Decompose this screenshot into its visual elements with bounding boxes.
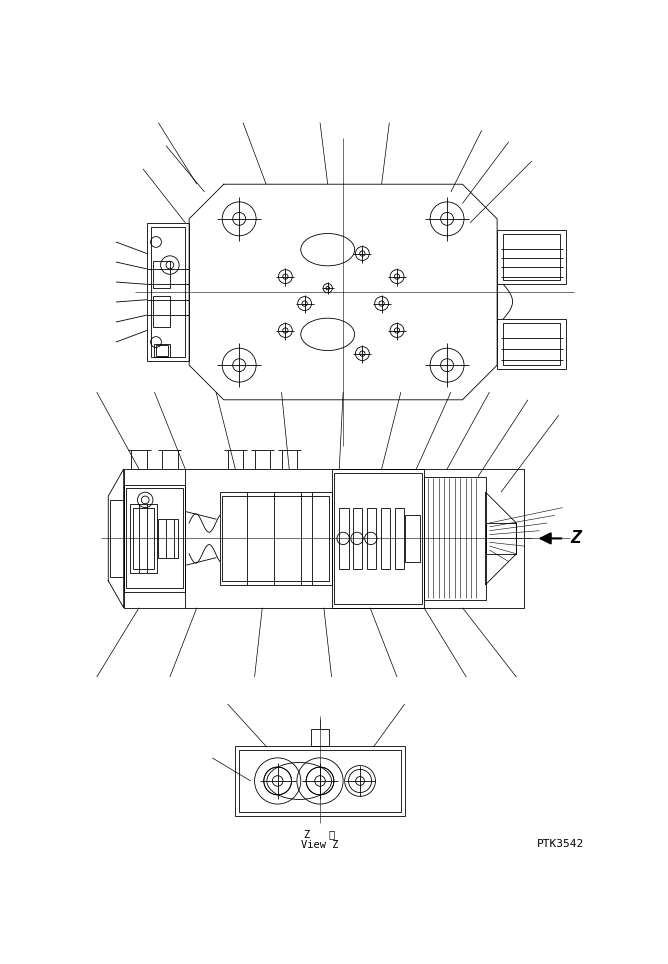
Bar [405,516,420,561]
Text: PTK3542: PTK3542 [537,839,584,848]
Text: Z   視: Z 視 [305,829,335,840]
Bar [239,750,401,812]
Bar [486,523,516,553]
Bar [497,230,566,284]
Bar [220,493,331,584]
Bar [311,730,329,746]
Bar [353,508,362,569]
Bar [158,520,178,557]
Bar [133,508,154,569]
Bar [503,234,560,281]
Bar [110,500,124,576]
Bar [381,508,390,569]
Text: Z: Z [570,529,581,548]
Bar [124,469,524,607]
Bar [334,473,422,603]
Bar [130,504,157,573]
Bar [126,489,183,588]
Text: View Z: View Z [301,841,339,850]
Bar [154,343,170,358]
Bar [497,319,566,369]
Bar [147,223,189,362]
Bar [150,227,185,358]
Bar [424,477,486,600]
Bar [339,508,349,569]
Bar [395,508,404,569]
Bar [153,296,170,327]
Bar [153,261,170,288]
Bar [222,496,329,580]
Bar [235,746,405,816]
Bar [156,345,168,356]
Bar [124,485,185,592]
Bar [503,323,560,365]
Bar [367,508,376,569]
Bar [331,469,424,607]
